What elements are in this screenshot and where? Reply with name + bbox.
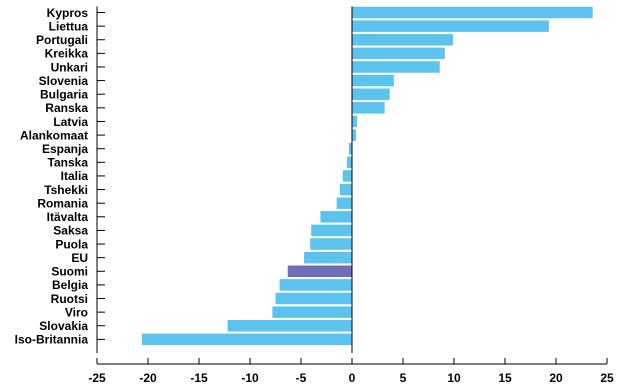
bar-ranska [352, 102, 385, 114]
bar-saksa [311, 225, 352, 237]
category-label: Romania [37, 196, 88, 210]
category-label: Saksa [53, 224, 88, 238]
x-tick-label: -5 [296, 371, 307, 385]
x-tick-label: 15 [498, 371, 512, 385]
bar-unkari [352, 61, 440, 72]
bar-eu [304, 252, 352, 264]
category-label: Ruotsi [51, 292, 88, 306]
bar-alankomaat [352, 129, 356, 141]
bar-suomi [288, 266, 352, 278]
bar-kreikka [352, 48, 445, 60]
x-tick-label: 10 [447, 371, 461, 385]
bar-slovenia [352, 75, 394, 87]
category-label: Espanja [42, 142, 88, 156]
bar-liettua [352, 20, 549, 32]
bar-viro [272, 306, 352, 318]
category-label: Slovenia [39, 74, 89, 88]
x-tick-label: -10 [241, 371, 259, 385]
bar-belgia [280, 279, 352, 291]
category-label: Alankomaat [20, 128, 88, 142]
category-label: Portugali [36, 33, 88, 47]
category-label: Belgia [52, 278, 88, 292]
category-label: Suomi [51, 265, 88, 279]
category-label: Italia [61, 169, 89, 183]
bar-romania [337, 197, 352, 209]
bar-itävalta [320, 211, 352, 223]
category-label: Kreikka [45, 47, 89, 61]
category-label: Ranska [45, 101, 88, 115]
category-label: Unkari [51, 60, 88, 74]
y-axis: KyprosLiettuaPortugaliKreikkaUnkariSlove… [15, 6, 105, 353]
category-label: Liettua [49, 19, 89, 33]
category-label: Latvia [53, 115, 88, 129]
category-label: EU [71, 251, 88, 265]
x-tick-label: -20 [139, 371, 157, 385]
category-label: Tanska [48, 156, 89, 170]
category-label: Puola [55, 237, 88, 251]
bar-bulgaria [352, 88, 390, 100]
bar-portugali [352, 34, 453, 46]
x-tick-label: -25 [88, 371, 106, 385]
category-label: Viro [65, 305, 88, 319]
x-axis: -25 -20 -15 -10 -5 0 5 10 15 20 25 [88, 358, 614, 385]
bar-tshekki [340, 184, 352, 196]
x-tick-label: 25 [600, 371, 614, 385]
category-label: Itävalta [47, 210, 89, 224]
bar-slovakia [228, 320, 352, 332]
bar-puola [310, 238, 352, 250]
x-tick-label: 5 [400, 371, 407, 385]
category-label: Tshekki [44, 183, 88, 197]
category-label: Slovakia [39, 319, 88, 333]
x-tick-label: -15 [190, 371, 208, 385]
bars-group [142, 7, 593, 354]
category-label: Kypros [47, 6, 89, 20]
x-tick-label: 0 [349, 371, 356, 385]
bar-kypros [352, 7, 593, 19]
bar-tanska [347, 157, 352, 169]
x-tick-label: 20 [549, 371, 563, 385]
bar-italia [343, 170, 352, 182]
bar-ruotsi [276, 293, 353, 305]
bar-iso-britannia [142, 334, 352, 346]
category-label: Iso-Britannia [15, 333, 89, 347]
category-label: Bulgaria [40, 88, 88, 102]
bar-latvia [352, 116, 357, 128]
